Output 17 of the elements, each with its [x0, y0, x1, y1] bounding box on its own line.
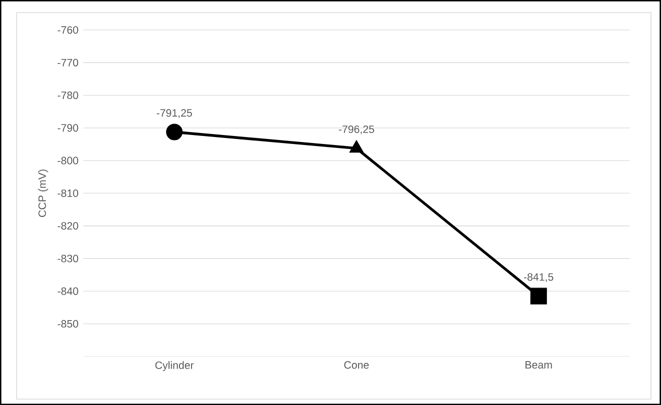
x-tick-label: Cylinder — [155, 361, 194, 372]
y-tick-label: -770 — [58, 58, 78, 66]
data-label: -841,5 — [524, 273, 554, 282]
y-tick-label: -810 — [58, 189, 78, 197]
data-label: -796,25 — [338, 125, 374, 134]
y-tick-label: -800 — [58, 156, 78, 164]
y-tick-label: -850 — [58, 320, 78, 328]
y-axis-title: CCP (mV) — [38, 170, 48, 217]
y-tick-label: -780 — [58, 91, 78, 99]
y-tick-label: -820 — [58, 222, 78, 230]
y-tick-label: -830 — [58, 254, 78, 262]
x-tick-label: Cone — [344, 361, 369, 369]
data-label: -791,25 — [156, 109, 192, 118]
y-tick-label: -790 — [58, 124, 78, 132]
y-tick-label: -840 — [58, 287, 78, 295]
x-tick-label: Beam — [526, 361, 552, 369]
y-tick-label: -760 — [58, 26, 78, 34]
